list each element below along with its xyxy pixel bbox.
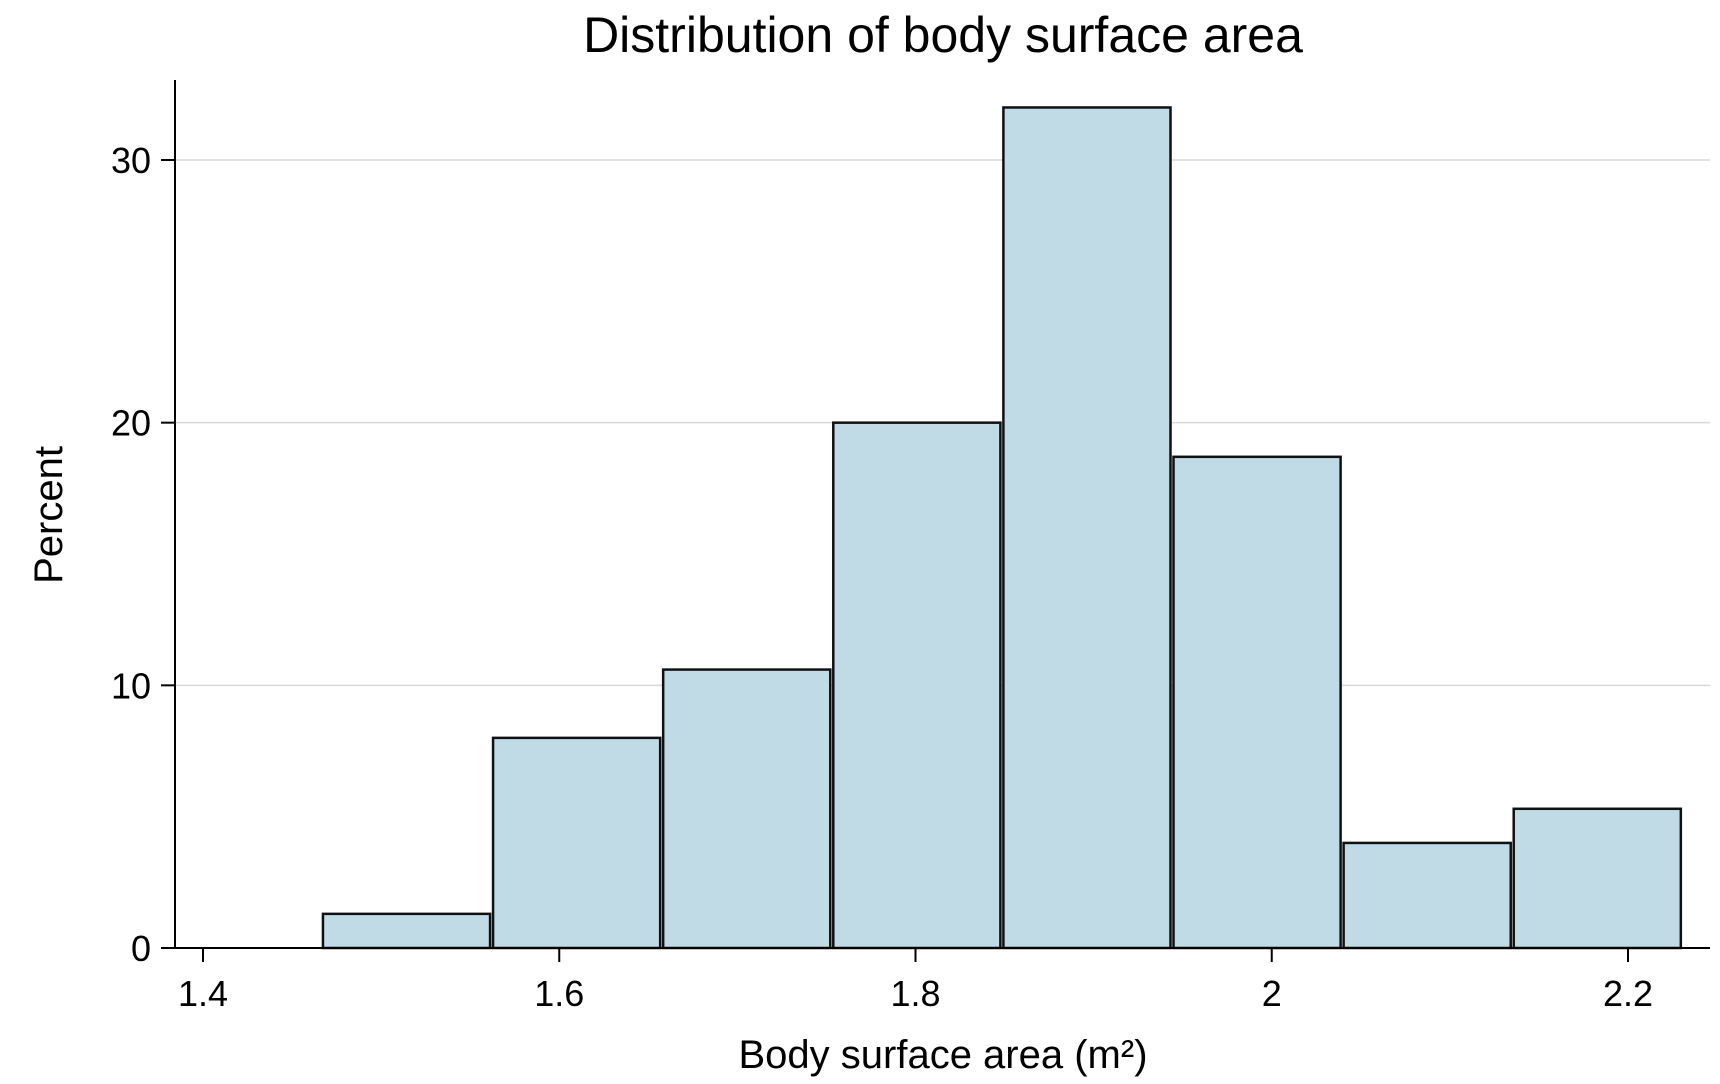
histogram-bar-7: [1342, 841, 1512, 950]
histogram-bar-6: [1172, 455, 1342, 950]
x-axis-ticks: 1.4 1.6 1.8 2 2.2: [178, 948, 1653, 1014]
y-axis-title: Percent: [27, 446, 71, 584]
histogram-bar-3: [661, 668, 832, 950]
histogram-bars: [321, 106, 1683, 950]
y-tick-label: 10: [111, 665, 151, 706]
histogram-bar-5: [1002, 106, 1172, 950]
x-axis-title: Body surface area (m²): [738, 1033, 1147, 1077]
x-tick-label: 2.2: [1603, 973, 1653, 1014]
y-axis-ticks: 0 10 20 30: [111, 140, 175, 969]
y-tick-label: 0: [131, 928, 151, 969]
histogram-bar-4: [832, 421, 1002, 950]
x-tick-label: 2: [1262, 973, 1282, 1014]
histogram-bar-8: [1512, 807, 1683, 950]
x-tick-label: 1.8: [890, 973, 940, 1014]
y-tick-label: 20: [111, 403, 151, 444]
histogram-bar-1: [321, 912, 492, 950]
histogram-bar-2: [491, 736, 662, 950]
x-tick-label: 1.6: [534, 973, 584, 1014]
chart-title: Distribution of body surface area: [583, 7, 1303, 63]
x-tick-label: 1.4: [178, 973, 228, 1014]
y-tick-label: 30: [111, 140, 151, 181]
